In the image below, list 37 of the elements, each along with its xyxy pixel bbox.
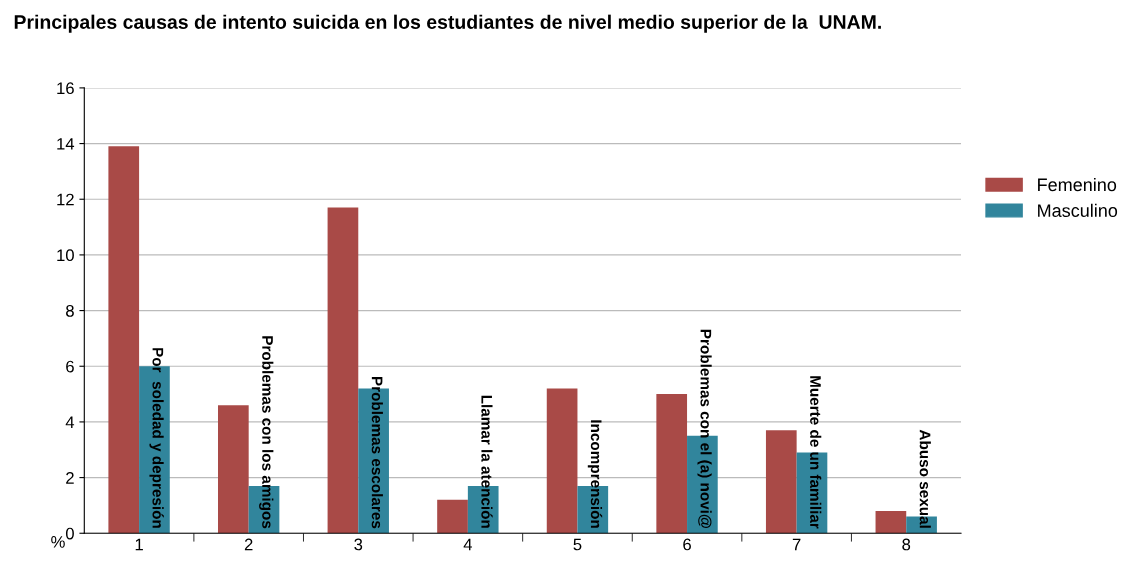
bar bbox=[437, 499, 468, 534]
bar bbox=[108, 146, 140, 534]
annotation: Problemas escolares bbox=[371, 376, 383, 529]
bar bbox=[765, 430, 797, 534]
chart-title: Principales causas de intento suicida en los estudiantes de nivel medio superior de la UNAM. bbox=[14, 14, 881, 33]
y-tick-label: 10 bbox=[57, 249, 74, 262]
legend-label: Femenino bbox=[1038, 177, 1117, 192]
y-tick-label: 6 bbox=[66, 360, 74, 373]
x-tick-label: 2 bbox=[244, 538, 253, 551]
y-tick-label: 2 bbox=[66, 471, 74, 484]
annotation: Llamar la atención bbox=[481, 395, 493, 528]
y-tick-label: 14 bbox=[57, 138, 75, 150]
annotation: Incomprensión bbox=[587, 420, 603, 528]
x-tick-label: 5 bbox=[573, 538, 582, 551]
y-axis-title: % bbox=[51, 536, 65, 548]
y-tick-label: 4 bbox=[65, 416, 75, 428]
y-tick-label: 0 bbox=[65, 527, 74, 540]
bar bbox=[218, 405, 249, 534]
bar bbox=[656, 394, 688, 534]
annotation: Abuso sexual bbox=[919, 429, 931, 528]
legend-label: Masculino bbox=[1038, 203, 1118, 218]
bar bbox=[327, 207, 359, 534]
x-tick-label: 6 bbox=[683, 538, 691, 551]
bar bbox=[875, 510, 907, 534]
x-tick-label: 7 bbox=[792, 538, 801, 551]
bar bbox=[546, 388, 578, 534]
x-tick-label: 4 bbox=[463, 538, 473, 551]
annotation: Problemas con los amigos bbox=[259, 336, 274, 529]
y-tick-label: 12 bbox=[57, 193, 74, 206]
y-tick-label: 16 bbox=[57, 82, 74, 95]
annotation: Muerte de un familiar bbox=[810, 376, 822, 529]
y-tick-label: 8 bbox=[66, 304, 74, 317]
annotation: Problemas con el (a) novi@ bbox=[697, 329, 712, 528]
x-tick-label: 1 bbox=[135, 538, 143, 551]
x-tick-label: 3 bbox=[354, 538, 363, 551]
annotation: Por soledad y depresión bbox=[149, 348, 164, 528]
x-tick-label: 8 bbox=[902, 538, 911, 551]
